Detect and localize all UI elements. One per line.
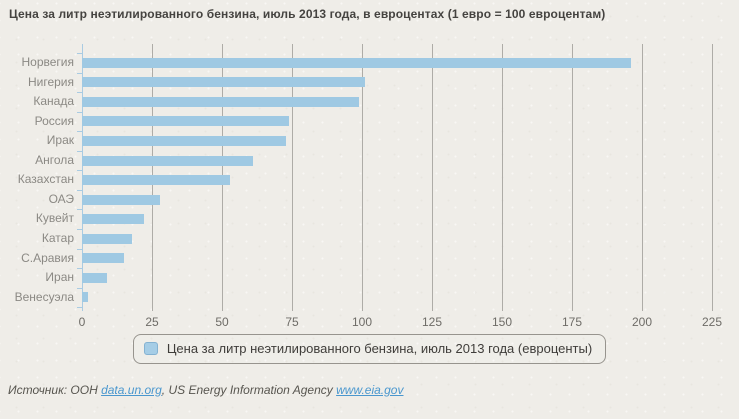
bar: [82, 116, 290, 127]
bar: [82, 233, 133, 244]
source-line: Источник: ООН data.un.org, US Energy Inf…: [8, 383, 403, 397]
category-label: Ирак: [46, 133, 74, 148]
category-label: Нигерия: [27, 74, 74, 89]
legend: Цена за литр неэтилированного бензина, и…: [132, 334, 607, 364]
plot-area: Норвегия Нигерия Канада Россия Ирак Ангола Каз…: [15, 44, 713, 311]
x-tick-label: 50: [215, 315, 229, 329]
category-label: Канада: [33, 94, 74, 109]
bar: [82, 253, 124, 264]
source-link-un-data[interactable]: data.un.org: [101, 383, 162, 397]
grid-line: [362, 44, 363, 311]
grid-line: [502, 44, 503, 311]
bar: [82, 136, 287, 146]
legend-swatch: [143, 342, 158, 355]
category-label: Кувейт: [35, 211, 74, 226]
bar: [82, 96, 360, 107]
x-tick-label: 225: [701, 315, 723, 329]
bar: [82, 214, 144, 225]
grid-line: [432, 44, 433, 311]
legend-label: Цена за литр неэтилированного бензина, и…: [166, 341, 593, 356]
grid-line: [572, 44, 573, 311]
bar: [82, 292, 88, 303]
x-tick-label: 200: [631, 315, 653, 329]
y-axis-tick: [77, 111, 82, 113]
x-tick-label: 150: [491, 315, 513, 329]
chart-title: Цена за литр неэтилированного бензина, и…: [9, 7, 606, 21]
bar: [82, 194, 161, 205]
y-axis-tick: [77, 150, 82, 152]
bar: [82, 175, 231, 186]
category-label: Казахстан: [17, 172, 74, 187]
category-label: Иран: [45, 270, 74, 285]
y-axis-tick: [77, 209, 82, 211]
x-tick-label: 125: [421, 315, 443, 329]
x-tick-label: 175: [561, 315, 583, 329]
y-axis-tick: [77, 229, 82, 230]
bar: [82, 155, 253, 166]
y-axis-tick: [77, 170, 82, 172]
x-axis-labels: 0 25 50 75 100 125 150 175 200 225: [79, 315, 722, 330]
category-label: С.Аравия: [21, 250, 74, 265]
grid-line: [292, 44, 293, 311]
y-axis-tick: [77, 268, 82, 270]
category-label: Катар: [41, 231, 74, 245]
category-label: ОАЭ: [48, 191, 74, 206]
y-axis-tick: [77, 131, 82, 133]
x-tick-label: 0: [78, 315, 86, 329]
y-axis-tick: [77, 248, 82, 250]
y-axis-tick: [77, 189, 82, 191]
source-link-eia[interactable]: www.eia.gov: [336, 383, 404, 397]
source-prefix: Источник: ООН: [8, 383, 102, 397]
x-tick-label: 100: [351, 315, 373, 329]
grid-line: [642, 44, 643, 311]
category-label: Норвегия: [21, 55, 74, 69]
x-tick-label: 75: [285, 315, 299, 329]
y-axis-tick: [77, 307, 82, 309]
y-axis-tick: [77, 92, 82, 94]
bar: [82, 77, 365, 88]
category-label: Ангола: [35, 152, 74, 167]
x-tick-label: 25: [145, 315, 159, 329]
grid-line: [712, 44, 713, 311]
category-label: Венесуэла: [14, 289, 74, 304]
legend-row: Цена за литр неэтилированного бензина, и…: [0, 334, 739, 364]
y-axis-tick: [77, 53, 82, 54]
y-axis-tick: [77, 72, 82, 74]
bar: [82, 57, 631, 68]
bar: [82, 272, 108, 283]
category-label: Россия: [34, 113, 74, 128]
y-axis-tick: [77, 287, 82, 289]
source-middle: , US Energy Information Agency: [161, 383, 337, 397]
